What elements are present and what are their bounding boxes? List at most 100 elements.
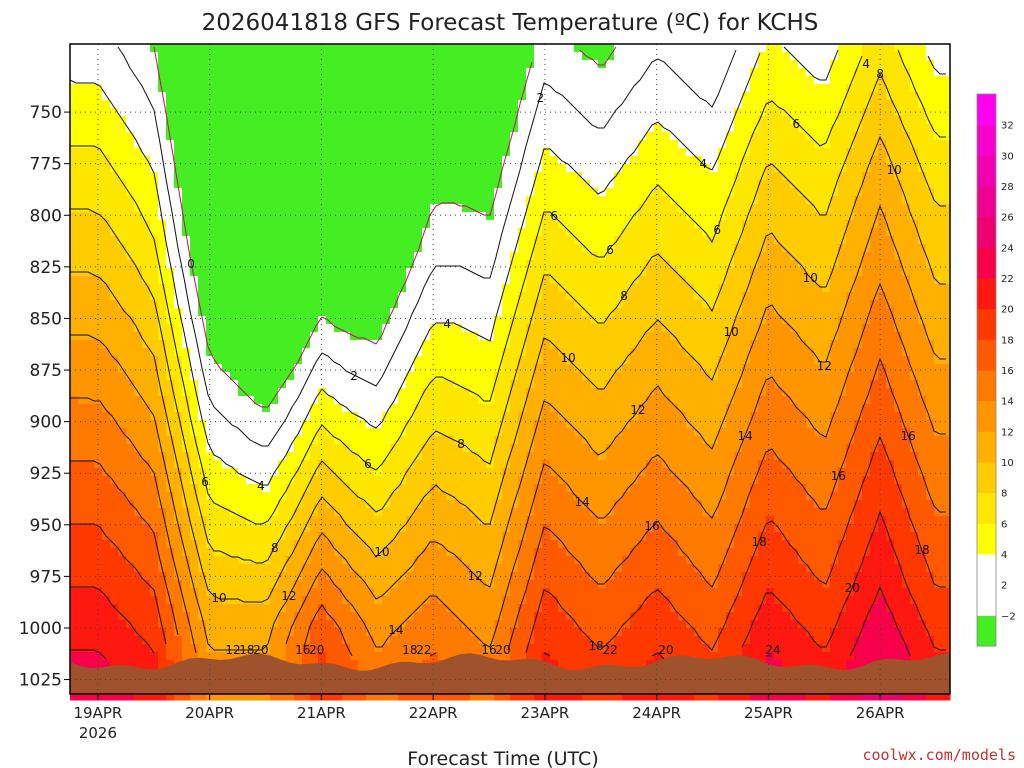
- field-cell: [470, 364, 479, 373]
- field-cell: [398, 180, 407, 189]
- field-cell: [502, 460, 511, 469]
- field-cell: [86, 396, 95, 405]
- field-cell: [326, 140, 335, 149]
- field-cell: [182, 236, 191, 245]
- field-cell: [454, 508, 463, 517]
- field-cell: [150, 204, 159, 213]
- field-cell: [222, 620, 231, 629]
- field-cell: [454, 460, 463, 469]
- field-cell: [422, 68, 431, 77]
- field-cell: [382, 500, 391, 509]
- field-cell: [238, 436, 247, 445]
- field-cell: [502, 132, 511, 141]
- field-cell: [382, 332, 391, 341]
- field-cell: [134, 580, 143, 589]
- field-cell: [294, 52, 303, 61]
- field-cell: [102, 620, 111, 629]
- field-cell: [78, 428, 87, 437]
- field-cell: [78, 188, 87, 197]
- field-cell: [174, 492, 183, 501]
- field-cell: [358, 284, 367, 293]
- field-cell: [110, 340, 119, 349]
- field-cell: [294, 460, 303, 469]
- field-cell: [398, 452, 407, 461]
- field-cell: [230, 220, 239, 229]
- field-cell: [278, 284, 287, 293]
- field-cell: [70, 596, 79, 605]
- field-cell: [342, 348, 351, 357]
- field-cell: [550, 164, 559, 173]
- field-cell: [262, 180, 271, 189]
- field-cell: [382, 124, 391, 133]
- field-cell: [118, 60, 127, 69]
- field-cell: [414, 420, 423, 429]
- field-cell: [454, 204, 463, 213]
- field-cell: [246, 140, 255, 149]
- field-cell: [550, 540, 559, 549]
- field-cell: [502, 524, 511, 533]
- field-cell: [134, 276, 143, 285]
- field-cell: [334, 620, 343, 629]
- field-cell: [246, 468, 255, 477]
- field-cell: [222, 268, 231, 277]
- field-cell: [382, 100, 391, 109]
- field-cell: [78, 380, 87, 389]
- field-cell: [86, 372, 95, 381]
- field-cell: [478, 172, 487, 181]
- field-cell: [222, 340, 231, 349]
- field-cell: [158, 260, 167, 269]
- field-cell: [342, 468, 351, 477]
- field-cell: [174, 124, 183, 133]
- field-cell: [142, 372, 151, 381]
- field-cell: [390, 604, 399, 613]
- field-cell: [446, 636, 455, 645]
- field-cell: [406, 60, 415, 69]
- field-cell: [214, 428, 223, 437]
- field-cell: [222, 68, 231, 77]
- field-cell: [86, 188, 95, 197]
- field-cell: [478, 292, 487, 301]
- field-cell: [542, 316, 551, 325]
- field-cell: [86, 260, 95, 269]
- field-cell: [238, 244, 247, 253]
- field-cell: [462, 76, 471, 85]
- field-cell: [70, 148, 79, 157]
- field-cell: [318, 172, 327, 181]
- field-cell: [406, 308, 415, 317]
- field-cell: [438, 324, 447, 333]
- field-cell: [494, 188, 503, 197]
- field-cell: [478, 692, 487, 701]
- field-cell: [358, 244, 367, 253]
- field-cell: [534, 404, 543, 413]
- field-cell: [454, 364, 463, 373]
- field-cell: [142, 172, 151, 181]
- field-cell: [134, 468, 143, 477]
- field-cell: [262, 476, 271, 485]
- field-cell: [102, 468, 111, 477]
- field-cell: [422, 564, 431, 573]
- field-cell: [198, 148, 207, 157]
- field-cell: [534, 652, 543, 661]
- field-cell: [478, 508, 487, 517]
- field-cell: [230, 596, 239, 605]
- field-cell: [326, 284, 335, 293]
- field-cell: [86, 124, 95, 133]
- field-cell: [278, 92, 287, 101]
- field-cell: [278, 308, 287, 317]
- field-cell: [158, 324, 167, 333]
- field-cell: [110, 188, 119, 197]
- field-cell: [118, 340, 127, 349]
- field-cell: [390, 156, 399, 165]
- field-cell: [254, 380, 263, 389]
- field-cell: [142, 532, 151, 541]
- field-cell: [102, 660, 111, 669]
- field-cell: [438, 564, 447, 573]
- field-cell: [542, 364, 551, 373]
- field-cell: [126, 508, 135, 517]
- field-cell: [278, 44, 287, 53]
- field-cell: [358, 596, 367, 605]
- field-cell: [182, 404, 191, 413]
- field-cell: [526, 492, 535, 501]
- field-cell: [486, 228, 495, 237]
- field-cell: [198, 404, 207, 413]
